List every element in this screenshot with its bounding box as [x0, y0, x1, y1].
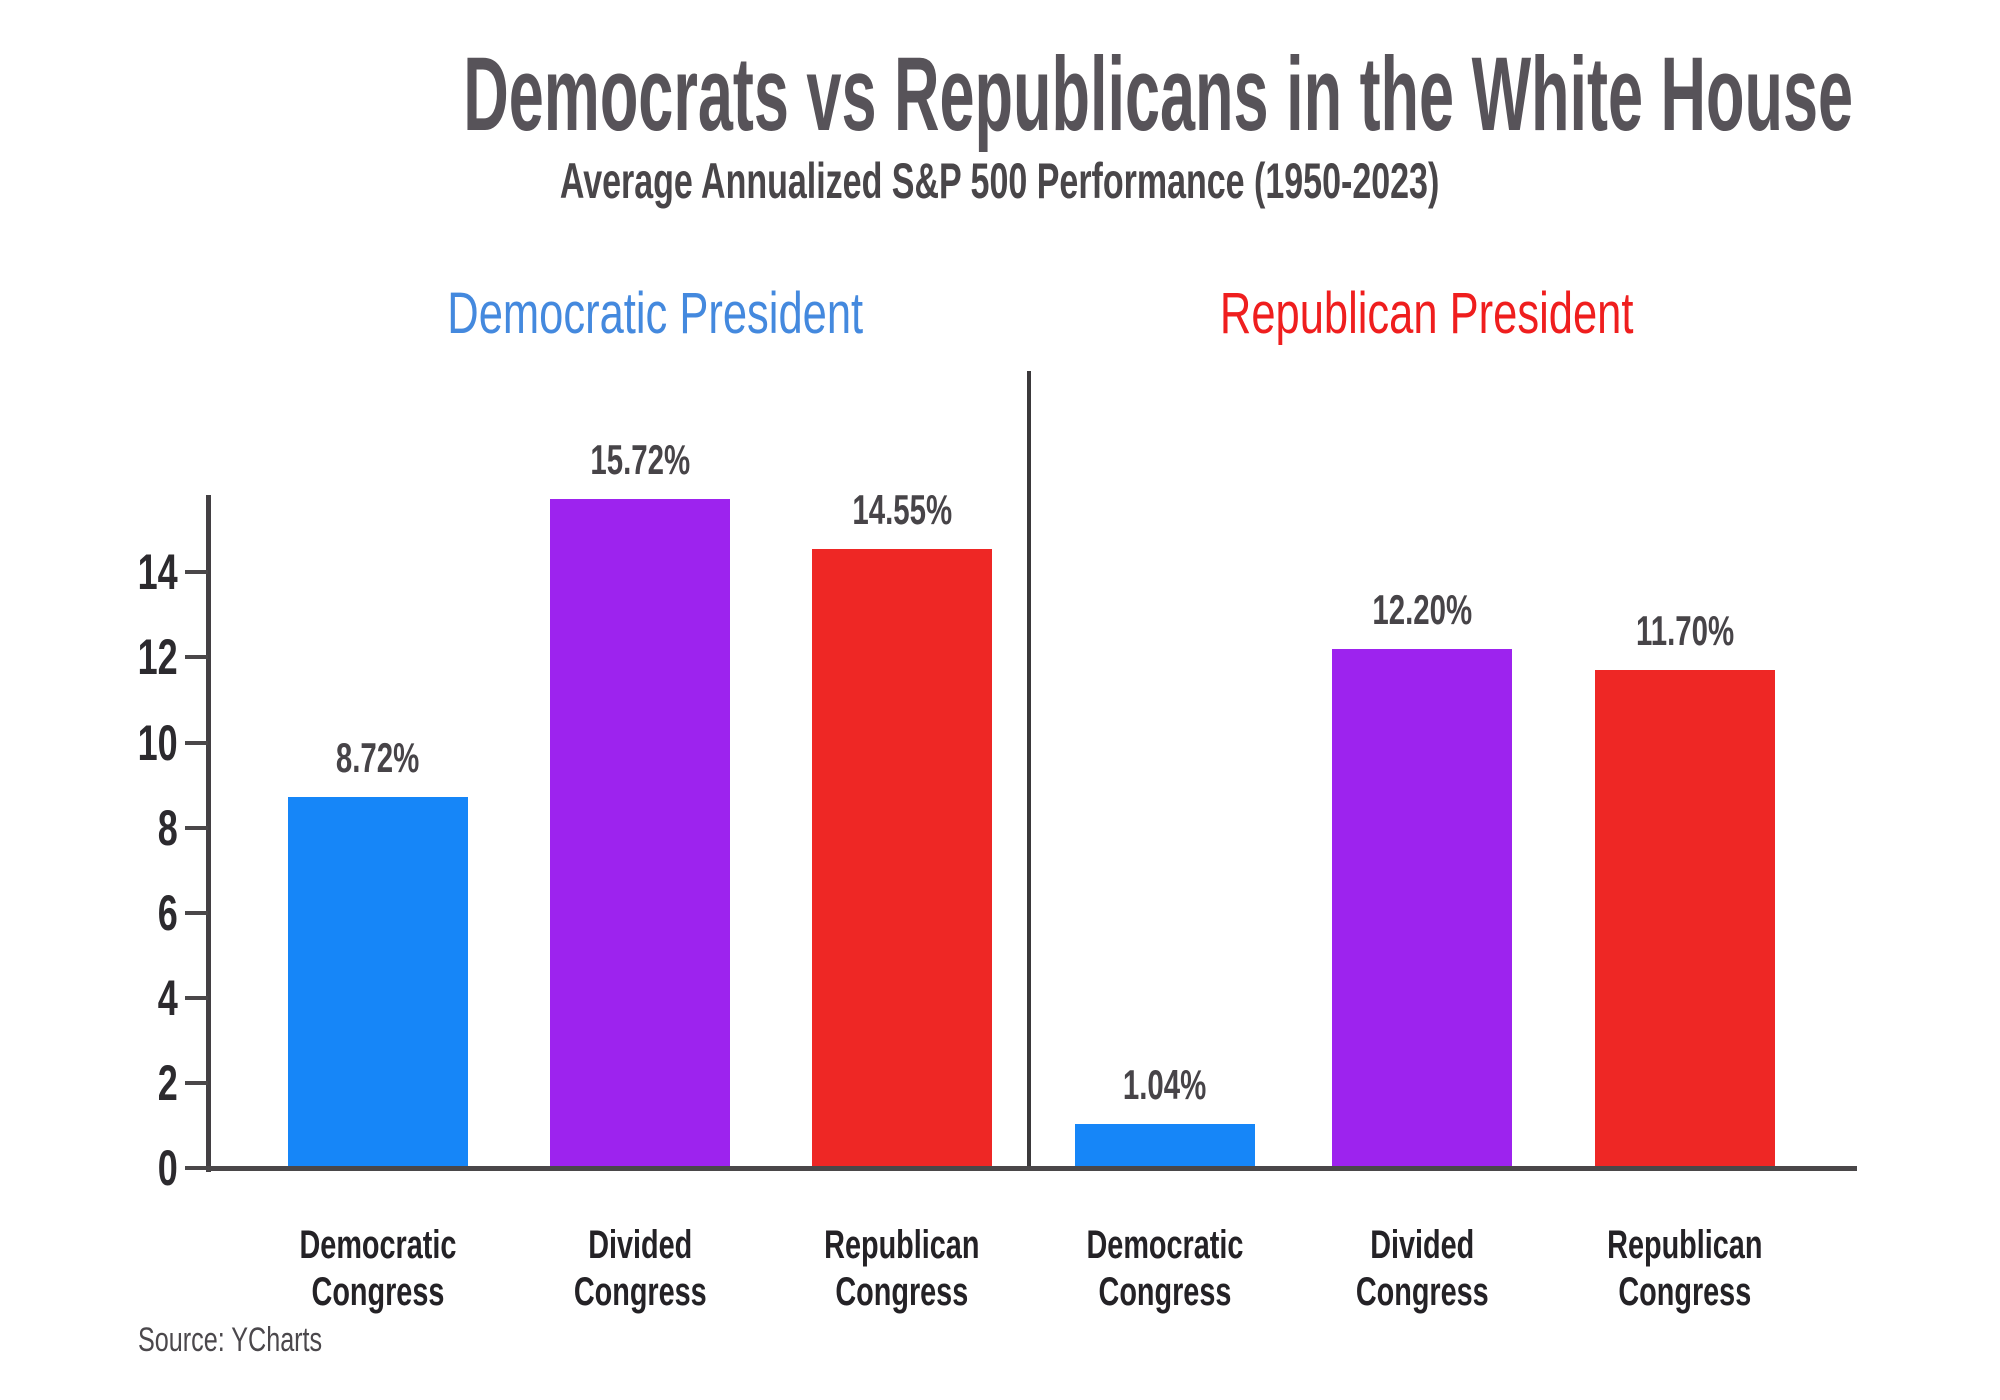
value-label-democratic-president-democratic-congress: 8.72% [228, 733, 528, 783]
category-label-text-democratic-president-divided-congress: Divided Congress [573, 1223, 707, 1314]
y-tick-label-text-8: 8 [157, 799, 178, 856]
category-label-democratic-president-republican-congress: Republican Congress [762, 1222, 1042, 1316]
source-note-text: Source: YCharts [138, 1321, 323, 1359]
category-label-democratic-president-divided-congress: Divided Congress [500, 1222, 780, 1316]
y-tick-mark-14 [185, 570, 208, 575]
category-label-republican-president-republican-congress: Republican Congress [1545, 1222, 1825, 1316]
y-tick-label-text-12: 12 [137, 629, 178, 686]
value-label-text-democratic-president-republican-congress: 14.55% [852, 486, 952, 533]
value-label-text-democratic-president-democratic-congress: 8.72% [336, 734, 420, 781]
y-tick-label-0: 0 [62, 1140, 178, 1196]
group-divider-line [1027, 371, 1031, 1168]
y-tick-mark-4 [185, 995, 208, 1000]
chart-subtitle: Average Annualized S&P 500 Performance (… [0, 152, 2000, 210]
bar-republican-president-republican-congress [1595, 670, 1775, 1168]
y-tick-label-text-4: 4 [157, 969, 178, 1026]
bar-democratic-president-democratic-congress [288, 797, 468, 1168]
y-tick-label-14: 14 [62, 544, 178, 600]
bar-democratic-president-divided-congress [550, 499, 730, 1168]
group-header-democratic-president: Democratic President [355, 282, 955, 346]
x-axis-line [206, 1166, 1857, 1171]
value-label-text-democratic-president-divided-congress: 15.72% [590, 436, 690, 483]
value-label-democratic-president-republican-congress: 14.55% [752, 485, 1052, 535]
value-label-text-republican-president-divided-congress: 12.20% [1372, 586, 1472, 633]
y-axis-line [206, 495, 211, 1172]
y-tick-mark-2 [185, 1080, 208, 1085]
y-tick-label-text-10: 10 [137, 714, 178, 771]
value-label-text-republican-president-democratic-congress: 1.04% [1123, 1061, 1207, 1108]
bar-republican-president-divided-congress [1332, 649, 1512, 1168]
category-label-republican-president-democratic-congress: Democratic Congress [1025, 1222, 1305, 1316]
y-tick-label-6: 6 [62, 885, 178, 941]
y-tick-mark-6 [185, 910, 208, 915]
chart-title-text: Democrats vs Republicans in the White Ho… [463, 36, 1854, 153]
category-label-text-republican-president-democratic-congress: Democratic Congress [1086, 1223, 1244, 1314]
category-label-text-democratic-president-republican-congress: Republican Congress [824, 1223, 980, 1314]
value-label-republican-president-republican-congress: 11.70% [1535, 606, 1835, 656]
y-tick-label-text-2: 2 [157, 1054, 178, 1111]
value-label-republican-president-divided-congress: 12.20% [1272, 585, 1572, 635]
y-tick-label-12: 12 [62, 629, 178, 685]
group-header-democratic-president-text: Democratic President [447, 281, 863, 346]
y-tick-label-text-14: 14 [137, 544, 178, 601]
bar-republican-president-democratic-congress [1075, 1124, 1255, 1168]
source-note: Source: YCharts [138, 1320, 387, 1360]
value-label-democratic-president-divided-congress: 15.72% [490, 435, 790, 485]
y-tick-label-10: 10 [62, 715, 178, 771]
y-tick-label-4: 4 [62, 970, 178, 1026]
y-tick-mark-8 [185, 825, 208, 830]
y-tick-mark-10 [185, 740, 208, 745]
y-tick-label-text-0: 0 [157, 1140, 178, 1196]
y-tick-mark-0 [185, 1166, 208, 1170]
category-label-democratic-president-democratic-congress: Democratic Congress [238, 1222, 518, 1316]
value-label-republican-president-democratic-congress: 1.04% [1015, 1060, 1315, 1110]
y-tick-label-8: 8 [62, 800, 178, 856]
category-label-text-republican-president-divided-congress: Divided Congress [1355, 1223, 1489, 1314]
value-label-text-republican-president-republican-congress: 11.70% [1635, 607, 1735, 654]
y-tick-label-2: 2 [62, 1055, 178, 1111]
bar-democratic-president-republican-congress [812, 549, 992, 1168]
y-tick-label-text-6: 6 [157, 884, 178, 941]
chart-title: Democrats vs Republicans in the White Ho… [0, 40, 2000, 150]
category-label-republican-president-divided-congress: Divided Congress [1282, 1222, 1562, 1316]
group-header-republican-president: Republican President [1127, 282, 1727, 346]
category-label-text-democratic-president-democratic-congress: Democratic Congress [299, 1223, 457, 1314]
y-tick-mark-12 [185, 655, 208, 660]
category-label-text-republican-president-republican-congress: Republican Congress [1607, 1223, 1763, 1314]
chart-subtitle-text: Average Annualized S&P 500 Performance (… [560, 153, 1440, 209]
group-header-republican-president-text: Republican President [1220, 281, 1634, 346]
